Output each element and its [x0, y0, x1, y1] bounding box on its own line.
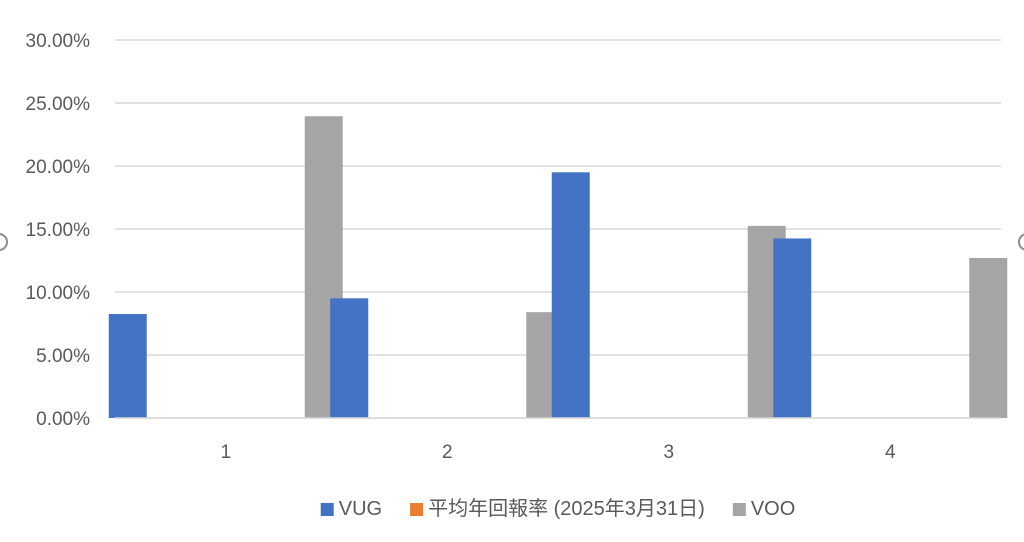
x-tick-label: 4: [885, 442, 896, 463]
y-tick-label: 0.00%: [36, 409, 90, 430]
legend-label: VOO: [751, 498, 795, 520]
y-tick-label: 30.00%: [26, 31, 91, 52]
y-tick-label: 25.00%: [26, 94, 91, 115]
bar-VUG: [773, 238, 812, 418]
bar-VUG: [330, 298, 369, 418]
y-tick-label: 15.00%: [26, 220, 91, 241]
y-tick-label: 5.00%: [36, 346, 90, 367]
legend-label: VUG: [339, 498, 382, 520]
legend-swatch: [732, 503, 746, 516]
legend-label: 平均年回報率 (2025年3月31日): [428, 497, 705, 520]
bar-VUG: [108, 314, 147, 418]
legend-item: 平均年回報率 (2025年3月31日): [410, 497, 705, 520]
legend-swatch: [320, 503, 334, 516]
y-tick-label: 10.00%: [26, 283, 91, 304]
legend-swatch: [410, 503, 424, 516]
x-tick-label: 1: [220, 442, 231, 463]
bar-VOO: [969, 257, 1008, 418]
legend-item: VOO: [732, 498, 795, 520]
y-tick-label: 20.00%: [26, 157, 91, 178]
legend-item: VUG: [320, 498, 382, 520]
bar-VUG: [551, 172, 590, 418]
x-tick-label: 2: [442, 442, 453, 463]
x-tick-label: 3: [663, 442, 674, 463]
